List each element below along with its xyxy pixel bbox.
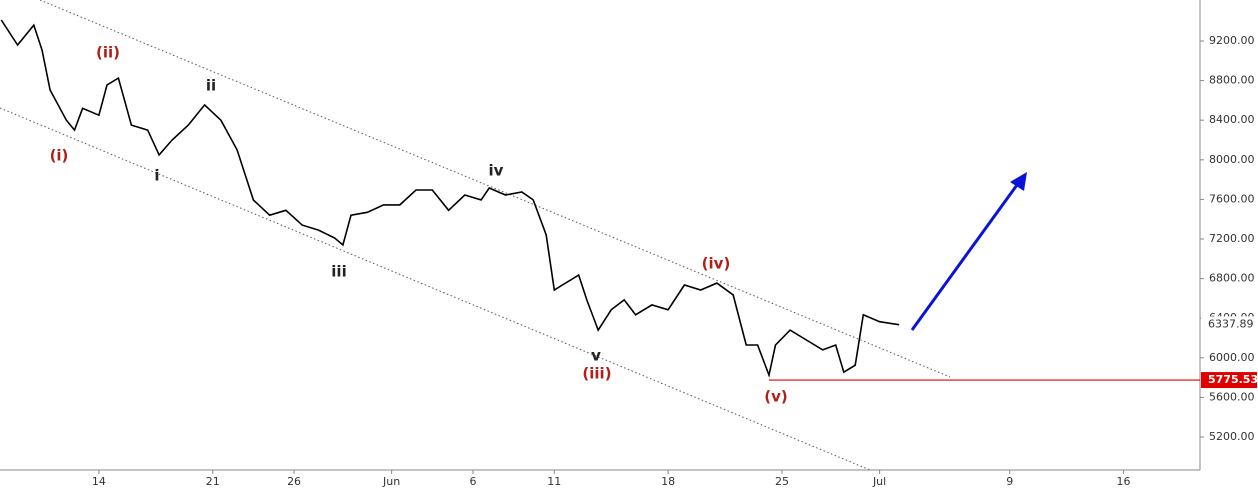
x-tick-label: Jul [872, 475, 886, 488]
wave-label: (i) [50, 147, 69, 165]
y-tick-label: 5200.00 [1209, 430, 1255, 443]
x-tick-label: 9 [1006, 475, 1013, 488]
y-tick-label: 6800.00 [1209, 272, 1255, 285]
last-price-label: 6337.89 [1208, 317, 1254, 330]
y-tick-label: 7600.00 [1209, 192, 1255, 205]
x-tick-label: 21 [206, 475, 220, 488]
x-tick-label: 26 [287, 475, 301, 488]
x-tick-label: 11 [547, 475, 561, 488]
y-tick-label: 7200.00 [1209, 232, 1255, 245]
wave-label: iii [331, 263, 346, 281]
wave-label: (iv) [702, 255, 731, 273]
x-tick-label: 25 [775, 475, 789, 488]
y-tick-label: 6000.00 [1209, 351, 1255, 364]
y-tick-label: 5600.00 [1209, 390, 1255, 403]
y-tick-label: 8800.00 [1209, 74, 1255, 87]
wave-label: (v) [764, 388, 788, 406]
channel-upper [39, 0, 951, 378]
wave-label: (ii) [96, 44, 120, 62]
x-tick-label: 18 [661, 475, 675, 488]
wave-label: i [154, 167, 159, 185]
y-tick-label: 9200.00 [1209, 34, 1255, 47]
y-tick-label: 8400.00 [1209, 113, 1255, 126]
support-label-box [1201, 372, 1257, 389]
wave-label: v [591, 347, 601, 365]
y-tick-label: 8000.00 [1209, 153, 1255, 166]
x-tick-label: 16 [1117, 475, 1131, 488]
arrow [910, 172, 1027, 331]
x-tick-label: 6 [469, 475, 476, 488]
x-tick-label: Jun [382, 475, 400, 488]
x-tick-label: 14 [92, 475, 106, 488]
last-price-box [1201, 316, 1257, 333]
support-label: 5775.53 [1208, 373, 1258, 386]
wave-label: (iii) [582, 365, 611, 383]
wave-label: iv [489, 162, 504, 180]
wave-label: ii [206, 77, 216, 95]
channel-lower [0, 107, 871, 471]
price-line [0, 19, 900, 378]
